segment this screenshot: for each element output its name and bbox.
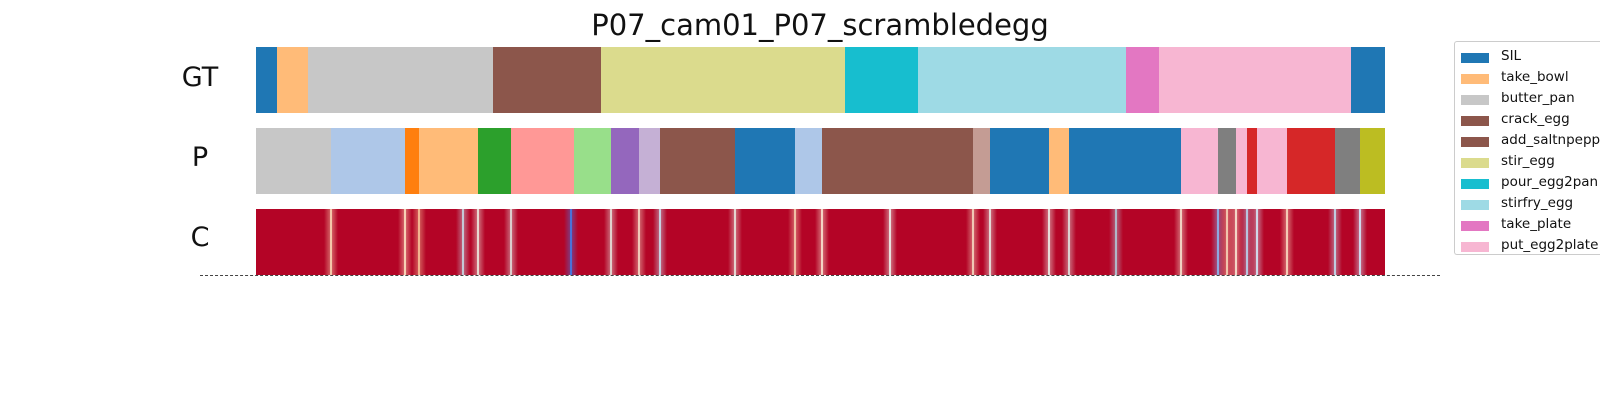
legend: SIL take_bowl butter_pan crack_egg add_saltn… <box>1454 41 1600 255</box>
confidence-boundary <box>1359 209 1362 275</box>
prediction-segment <box>989 128 1050 194</box>
prediction-segment <box>1068 128 1182 194</box>
confidence-boundary <box>1234 209 1237 275</box>
ground-truth-bar <box>256 47 1385 113</box>
confidence-boundary <box>1067 209 1070 275</box>
legend-label: butter_pan <box>1501 90 1575 106</box>
confidence-boundary <box>1246 209 1249 275</box>
prediction-segment <box>1257 128 1288 194</box>
prediction-segment <box>418 128 479 194</box>
prediction-segment <box>1247 128 1258 194</box>
prediction-segment <box>660 128 736 194</box>
confidence-boundary <box>404 209 407 275</box>
confidence-boundary <box>820 209 823 275</box>
confidence-bar <box>256 209 1385 275</box>
prediction-segment <box>610 128 640 194</box>
prediction-segment <box>1048 128 1070 194</box>
confidence-boundary <box>733 209 736 275</box>
legend-swatch <box>1461 200 1489 210</box>
gt-segment <box>1159 47 1352 113</box>
confidence-boundary <box>609 209 612 275</box>
prediction-segment <box>1235 128 1248 194</box>
legend-label: SIL <box>1501 48 1522 64</box>
confidence-boundary <box>1225 209 1228 275</box>
legend-swatch <box>1461 137 1489 147</box>
prediction-segment <box>734 128 796 194</box>
legend-label: add_saltnpepper <box>1501 132 1600 148</box>
legend-label: put_egg2plate <box>1501 237 1599 253</box>
legend-label: take_plate <box>1501 216 1572 232</box>
legend-swatch <box>1461 158 1489 168</box>
prediction-segment <box>478 128 512 194</box>
timeline-baseline <box>200 275 1440 276</box>
gt-segment <box>256 47 278 113</box>
confidence-boundary <box>659 209 662 275</box>
gt-segment <box>917 47 1128 113</box>
legend-label: stir_egg <box>1501 153 1555 169</box>
prediction-segment <box>1286 128 1336 194</box>
confidence-boundary <box>417 209 420 275</box>
legend-swatch <box>1461 53 1489 63</box>
confidence-boundary <box>510 209 513 275</box>
prediction-segment <box>256 128 332 194</box>
confidence-boundary <box>637 209 640 275</box>
prediction-bar <box>256 128 1385 194</box>
confidence-boundary <box>793 209 796 275</box>
prediction-segment <box>821 128 974 194</box>
prediction-segment <box>574 128 612 194</box>
gt-segment <box>493 47 603 113</box>
legend-swatch <box>1461 179 1489 189</box>
prediction-segment <box>330 128 406 194</box>
confidence-boundary <box>1179 209 1182 275</box>
legend-swatch <box>1461 116 1489 126</box>
legend-swatch <box>1461 221 1489 231</box>
gt-segment <box>1351 47 1385 113</box>
legend-swatch <box>1461 95 1489 105</box>
confidence-boundary <box>971 209 974 275</box>
legend-label: pour_egg2pan <box>1501 174 1599 190</box>
confidence-boundary <box>1047 209 1050 275</box>
confidence-boundary <box>1256 209 1259 275</box>
legend-label: take_bowl <box>1501 69 1569 85</box>
prediction-segment <box>1217 128 1237 194</box>
gt-segment <box>845 47 919 113</box>
confidence-boundary <box>1334 209 1337 275</box>
confidence-boundary <box>1115 209 1118 275</box>
prediction-segment <box>972 128 991 194</box>
gt-segment <box>601 47 846 113</box>
prediction-segment <box>794 128 823 194</box>
confidence-boundary <box>461 209 464 275</box>
prediction-segment <box>1360 128 1385 194</box>
confidence-boundary <box>1285 209 1288 275</box>
prediction-segment <box>638 128 661 194</box>
prediction-segment <box>511 128 575 194</box>
confidence-boundary <box>477 209 480 275</box>
confidence-boundary <box>988 209 991 275</box>
gt-segment <box>307 47 494 113</box>
legend-swatch <box>1461 74 1489 84</box>
row-label-gt: GT <box>181 62 219 93</box>
gt-segment <box>277 47 309 113</box>
chart-title: P07_cam01_P07_scrambledegg <box>591 8 1049 42</box>
legend-swatch <box>1461 242 1489 252</box>
row-label-p: P <box>191 142 209 173</box>
confidence-boundary <box>889 209 892 275</box>
row-label-c: C <box>190 222 210 253</box>
confidence-boundary <box>329 209 332 275</box>
prediction-segment <box>1335 128 1361 194</box>
legend-label: crack_egg <box>1501 111 1570 127</box>
confidence-boundary <box>569 209 572 275</box>
gt-segment <box>1126 47 1160 113</box>
prediction-segment <box>405 128 420 194</box>
confidence-boundary <box>1216 209 1219 275</box>
prediction-segment <box>1180 128 1219 194</box>
legend-label: stirfry_egg <box>1501 195 1574 211</box>
